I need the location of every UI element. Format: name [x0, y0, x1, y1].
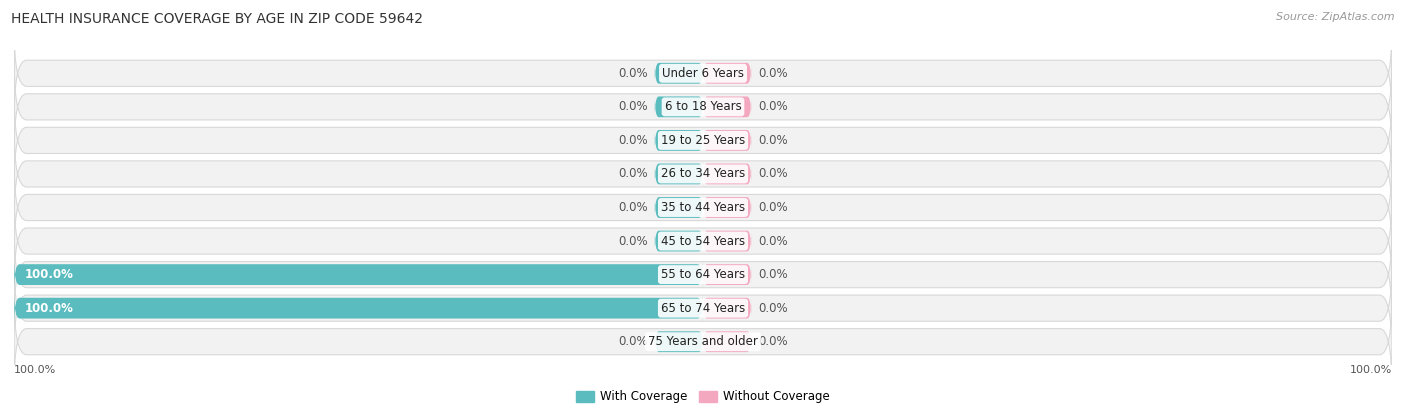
FancyBboxPatch shape	[703, 331, 751, 352]
Text: 0.0%: 0.0%	[619, 100, 648, 113]
FancyBboxPatch shape	[14, 227, 1392, 322]
Text: 100.0%: 100.0%	[24, 302, 73, 315]
Text: Under 6 Years: Under 6 Years	[662, 67, 744, 80]
FancyBboxPatch shape	[703, 130, 751, 151]
FancyBboxPatch shape	[14, 127, 1392, 221]
Text: 0.0%: 0.0%	[619, 335, 648, 348]
Text: 0.0%: 0.0%	[619, 201, 648, 214]
FancyBboxPatch shape	[655, 63, 703, 84]
Text: 0.0%: 0.0%	[619, 67, 648, 80]
FancyBboxPatch shape	[703, 264, 751, 285]
FancyBboxPatch shape	[14, 258, 703, 291]
Text: 6 to 18 Years: 6 to 18 Years	[665, 100, 741, 113]
FancyBboxPatch shape	[14, 26, 1392, 121]
FancyBboxPatch shape	[655, 164, 703, 184]
FancyBboxPatch shape	[655, 130, 703, 151]
Legend: With Coverage, Without Coverage: With Coverage, Without Coverage	[576, 391, 830, 403]
FancyBboxPatch shape	[14, 93, 1392, 188]
Text: 0.0%: 0.0%	[758, 201, 787, 214]
FancyBboxPatch shape	[14, 261, 1392, 356]
Text: 75 Years and older: 75 Years and older	[648, 335, 758, 348]
Text: 0.0%: 0.0%	[619, 134, 648, 147]
FancyBboxPatch shape	[655, 197, 703, 218]
Text: 0.0%: 0.0%	[758, 302, 787, 315]
Text: 0.0%: 0.0%	[758, 335, 787, 348]
Text: 26 to 34 Years: 26 to 34 Years	[661, 167, 745, 181]
Text: 19 to 25 Years: 19 to 25 Years	[661, 134, 745, 147]
Text: 100.0%: 100.0%	[24, 268, 73, 281]
FancyBboxPatch shape	[14, 292, 703, 325]
Text: HEALTH INSURANCE COVERAGE BY AGE IN ZIP CODE 59642: HEALTH INSURANCE COVERAGE BY AGE IN ZIP …	[11, 12, 423, 27]
FancyBboxPatch shape	[14, 194, 1392, 288]
FancyBboxPatch shape	[703, 298, 751, 319]
FancyBboxPatch shape	[14, 160, 1392, 255]
Text: 0.0%: 0.0%	[758, 268, 787, 281]
FancyBboxPatch shape	[14, 294, 1392, 389]
FancyBboxPatch shape	[655, 331, 703, 352]
Text: 0.0%: 0.0%	[758, 134, 787, 147]
Text: 0.0%: 0.0%	[758, 234, 787, 248]
FancyBboxPatch shape	[14, 59, 1392, 154]
Text: 65 to 74 Years: 65 to 74 Years	[661, 302, 745, 315]
Text: 0.0%: 0.0%	[619, 234, 648, 248]
Text: 0.0%: 0.0%	[758, 100, 787, 113]
FancyBboxPatch shape	[703, 63, 751, 84]
Text: Source: ZipAtlas.com: Source: ZipAtlas.com	[1277, 12, 1395, 22]
FancyBboxPatch shape	[703, 197, 751, 218]
Text: 0.0%: 0.0%	[619, 167, 648, 181]
Text: 0.0%: 0.0%	[758, 67, 787, 80]
FancyBboxPatch shape	[703, 231, 751, 251]
FancyBboxPatch shape	[655, 231, 703, 251]
FancyBboxPatch shape	[703, 164, 751, 184]
Text: 100.0%: 100.0%	[14, 364, 56, 374]
FancyBboxPatch shape	[703, 96, 751, 117]
Text: 0.0%: 0.0%	[758, 167, 787, 181]
Text: 35 to 44 Years: 35 to 44 Years	[661, 201, 745, 214]
Text: 55 to 64 Years: 55 to 64 Years	[661, 268, 745, 281]
Text: 100.0%: 100.0%	[1350, 364, 1392, 374]
Text: 45 to 54 Years: 45 to 54 Years	[661, 234, 745, 248]
FancyBboxPatch shape	[655, 96, 703, 117]
